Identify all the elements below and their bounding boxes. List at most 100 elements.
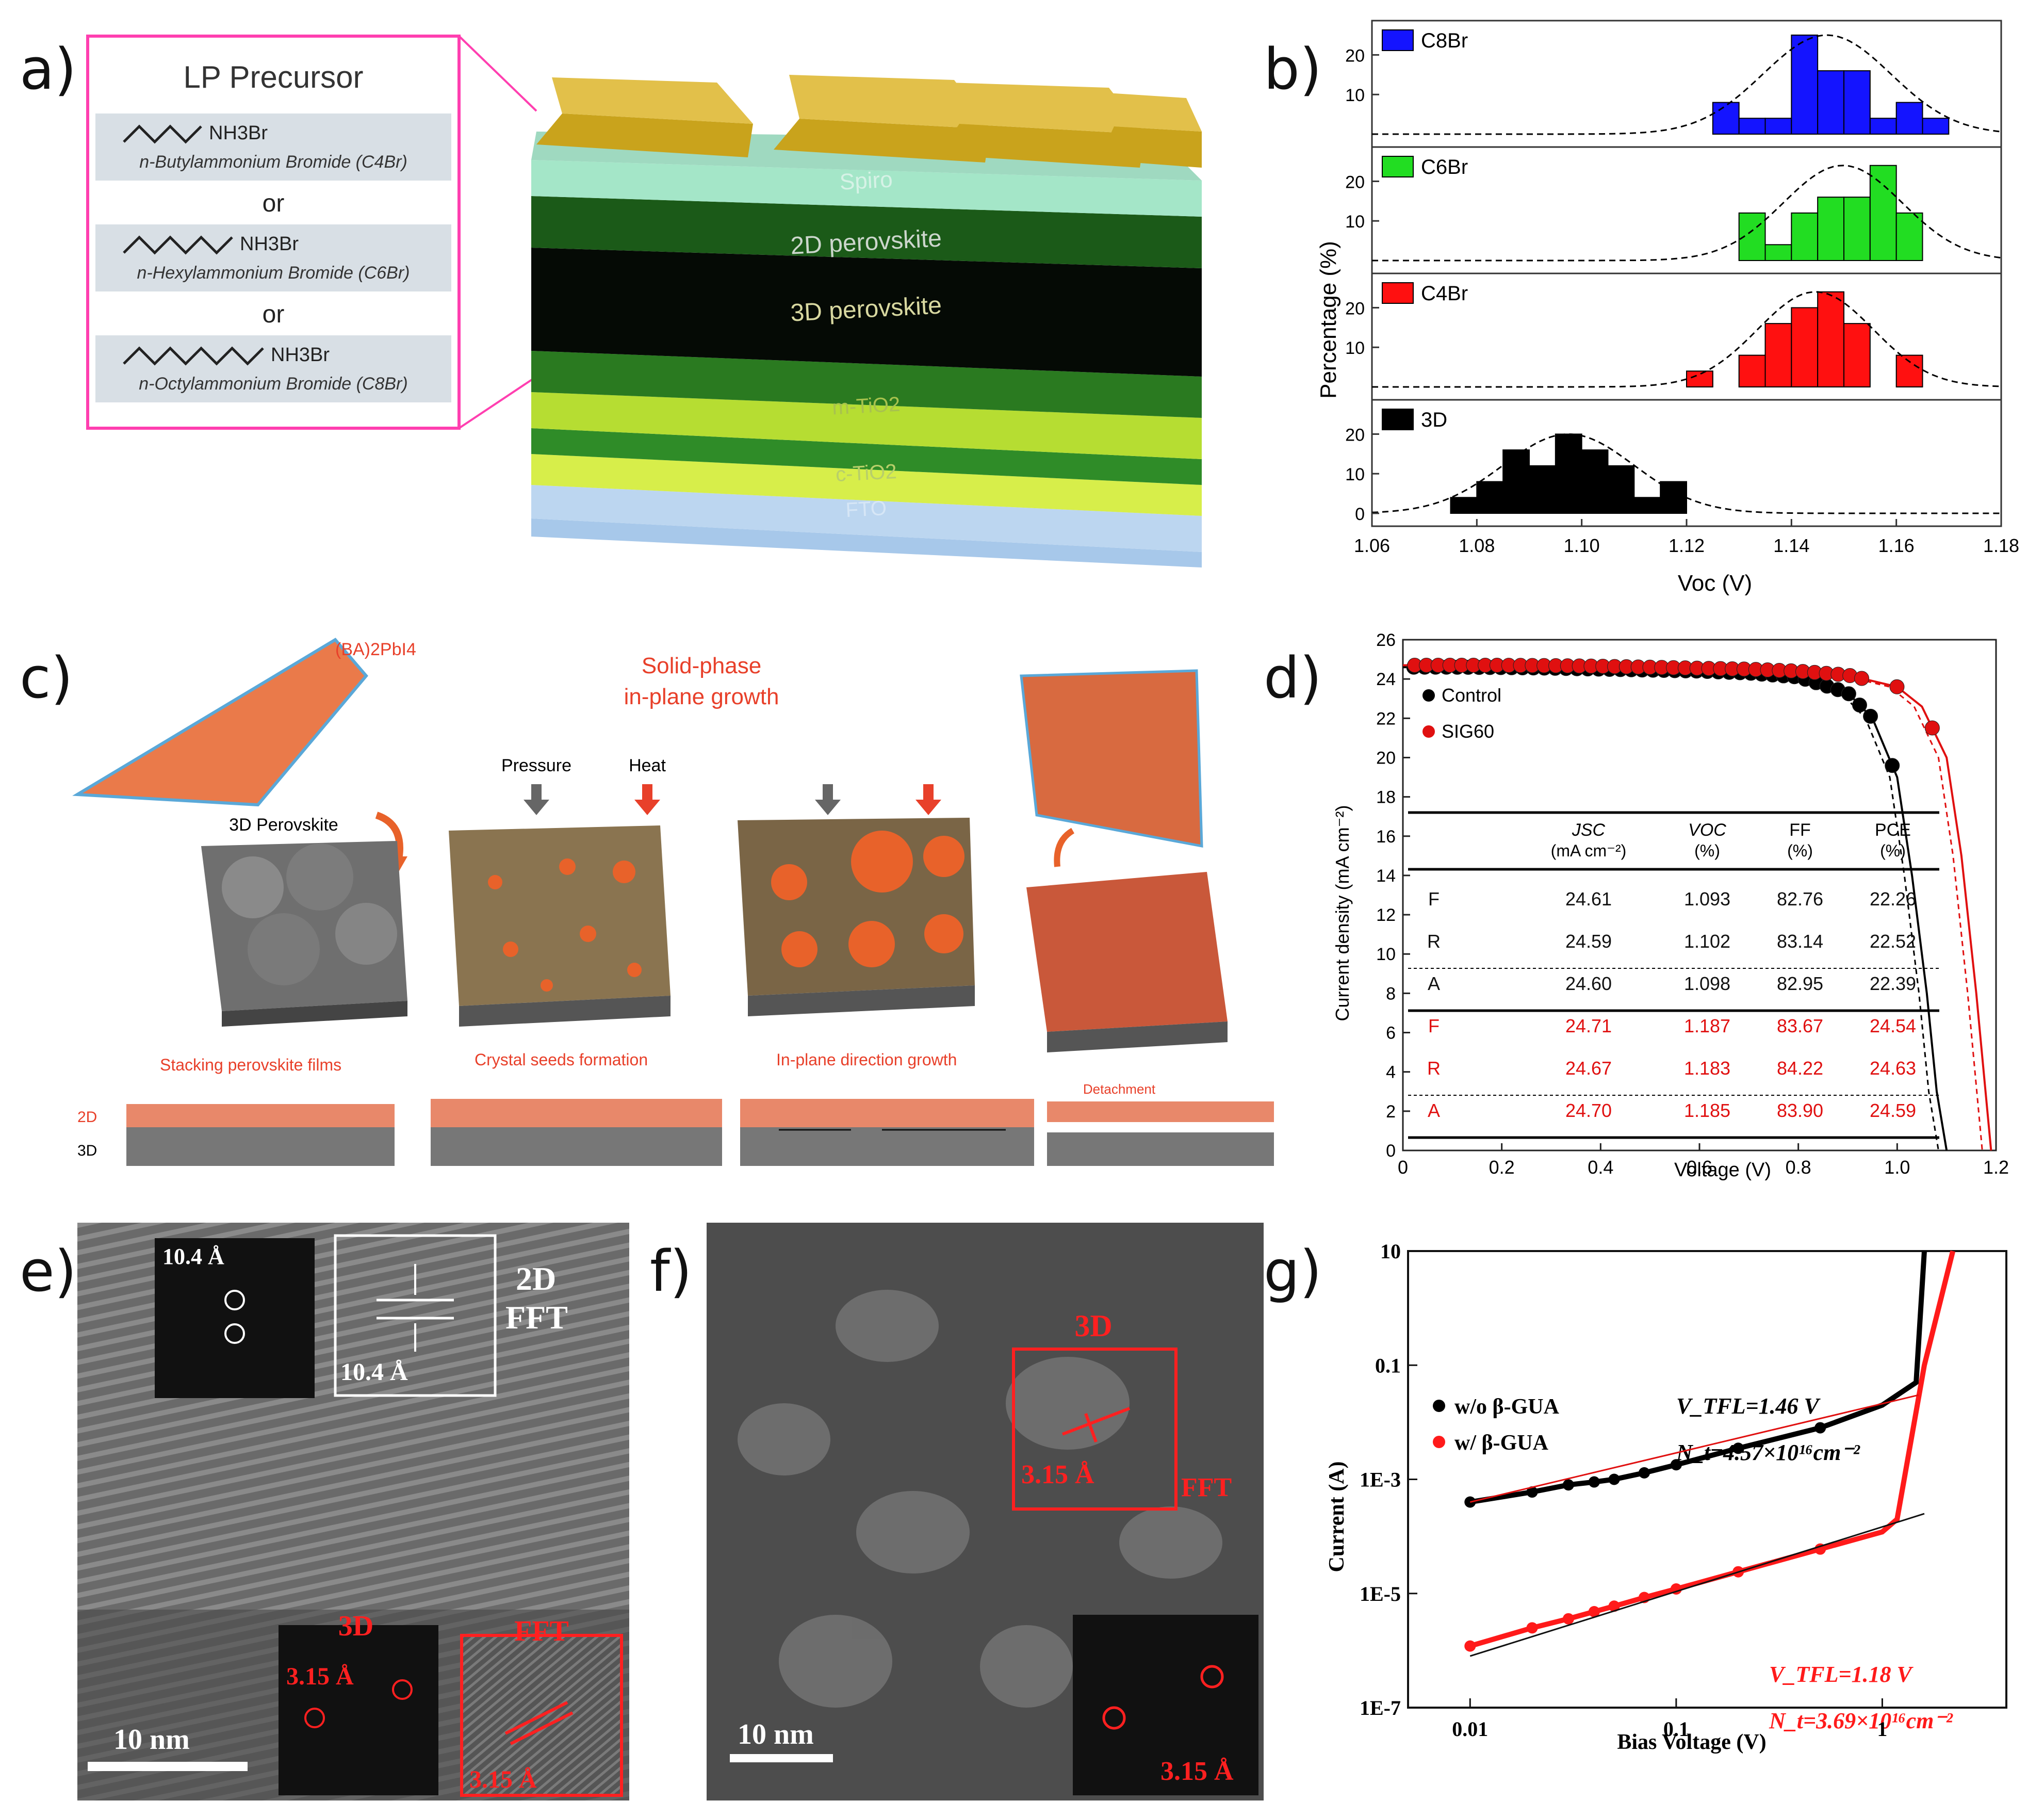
d-xtick: 1.0: [1884, 1157, 1910, 1178]
jv-point-SIG60: [1854, 671, 1870, 686]
table-header: VOC: [1688, 820, 1726, 840]
table-cell: 1.183: [1684, 1058, 1730, 1079]
d-xtick: 0.2: [1489, 1157, 1515, 1178]
table-cell: 1.185: [1684, 1100, 1730, 1121]
b-xtick: 1.16: [1878, 535, 1915, 556]
d-xtick: 0: [1398, 1157, 1408, 1178]
table-header: JSC: [1572, 820, 1606, 840]
layer-fto: [531, 485, 1202, 552]
d-ytick: 0: [1386, 1141, 1396, 1161]
table-cell: 24.60: [1565, 973, 1612, 994]
hist-bar-3D-6: [1607, 465, 1635, 514]
hist-bar-3D-5: [1581, 449, 1609, 514]
scale-bar-f: [730, 1754, 833, 1762]
layer-2d-perovskite: [531, 196, 1202, 268]
hist-bar-3D-2: [1502, 449, 1530, 514]
legend-swatch-C6Br: [1382, 156, 1414, 177]
sclc-point-w/o β-GUA: [1670, 1459, 1682, 1471]
table-cell: F: [1428, 1015, 1440, 1036]
table-cell: 22.52: [1870, 931, 1916, 952]
panel-f-tem: 3D 3.15 Å FFT 3.15 Å 10 nm: [707, 1223, 1264, 1800]
sclc-point-w/o β-GUA: [1732, 1442, 1744, 1454]
hist-bar-3D-0: [1450, 497, 1478, 514]
table-cell: 82.76: [1777, 888, 1823, 910]
gauss-fit-C6Br: [1372, 165, 2002, 262]
fft-inset-3d: [279, 1625, 438, 1795]
table-cell: 83.67: [1777, 1015, 1823, 1036]
table-cell: 1.187: [1684, 1015, 1730, 1036]
b-xtick: 1.12: [1669, 535, 1705, 556]
d-ytick: 6: [1386, 1024, 1396, 1043]
svg-text:2D: 2D: [516, 1260, 556, 1297]
table-cell: F: [1428, 888, 1440, 910]
table-cell: 24.71: [1565, 1015, 1612, 1036]
hist-bar-C4Br-4: [1817, 291, 1845, 388]
table-cell: 24.59: [1870, 1100, 1916, 1121]
svg-text:NH3Br: NH3Br: [209, 122, 268, 144]
ohmic-fit-1: [1469, 1394, 1919, 1503]
panel-a-figure: LP Precursor NH3Br n-Butylammonium Bromi…: [86, 35, 1202, 567]
svg-text:FFT: FFT: [1181, 1473, 1232, 1502]
b-ytick: 0: [1355, 505, 1365, 524]
svg-text:Detachment: Detachment: [1083, 1081, 1156, 1097]
table-cell: A: [1428, 973, 1440, 994]
legend-swatch-3D: [1382, 409, 1414, 430]
legend-swatch-C4Br: [1382, 282, 1414, 304]
sclc-point-w/o β-GUA: [1814, 1422, 1826, 1434]
svg-text:Control: Control: [1442, 685, 1501, 706]
d-xtick: 0.8: [1786, 1157, 1811, 1178]
table-cell: A: [1428, 1100, 1440, 1121]
sclc-point-w/o β-GUA: [1562, 1479, 1574, 1491]
d-ytick: 26: [1376, 630, 1396, 650]
sclc-point-w/ β-GUA: [1588, 1606, 1600, 1618]
arrow-up-icon: [1054, 828, 1075, 867]
device-stack: Spiro 2D perovskite 3D perovskite m-TiO2…: [531, 75, 1202, 567]
sclc-point-w/o β-GUA: [1608, 1473, 1620, 1485]
ohmic-fit-2: [1469, 1513, 1925, 1657]
table-header: FF: [1789, 820, 1811, 840]
d-ytick: 24: [1376, 670, 1396, 689]
pressure-arrow-icon: [524, 784, 549, 815]
svg-text:N_t=3.69×10¹⁶cm⁻²: N_t=3.69×10¹⁶cm⁻²: [1769, 1708, 1953, 1733]
d-ytick: 10: [1376, 945, 1396, 964]
hist-bar-C6Br-0: [1738, 212, 1766, 262]
panel-b-ylabel: Percentage (%): [1316, 241, 1341, 399]
b-ytick: 20: [1345, 425, 1365, 445]
b-ytick: 10: [1345, 212, 1365, 232]
hist-bar-C4Br-1: [1738, 354, 1766, 387]
g-ytick: 1E-5: [1360, 1582, 1401, 1605]
d-ytick: 12: [1376, 905, 1396, 925]
hist-bar-C8Br-2: [1764, 118, 1792, 135]
table-cell: 24.70: [1565, 1100, 1612, 1121]
jv-point-Control: [1852, 697, 1867, 713]
panel-d-xlabel: Voltage (V): [1674, 1159, 1771, 1181]
panel-b-xlabel: Voc (V): [1678, 571, 1752, 596]
table-cell: 22.39: [1870, 973, 1916, 994]
g-ytick: 1E-3: [1360, 1468, 1401, 1491]
hist-bar-C6Br-1: [1764, 244, 1792, 261]
svg-text:V_TFL=1.46 V: V_TFL=1.46 V: [1676, 1393, 1821, 1419]
b-xtick: 1.06: [1354, 535, 1390, 556]
table-cell: R: [1427, 1058, 1441, 1079]
svg-text:(BA)2PbI4: (BA)2PbI4: [335, 640, 416, 659]
b-ytick: 10: [1345, 338, 1365, 358]
hist-bar-C6Br-6: [1895, 212, 1923, 262]
table-header-unit: (mA cm⁻²): [1551, 841, 1627, 860]
svg-text:n-Hexylammonium Bromide (C6Br): n-Hexylammonium Bromide (C6Br): [137, 263, 410, 283]
svg-text:V_TFL=1.18 V: V_TFL=1.18 V: [1769, 1662, 1914, 1687]
d-ytick: 18: [1376, 788, 1396, 807]
legend-label-3D: 3D: [1421, 409, 1447, 431]
svg-text:3.15 Å: 3.15 Å: [1160, 1757, 1234, 1786]
svg-text:In-plane direction growth: In-plane direction growth: [776, 1050, 957, 1069]
hist-bar-3D-7: [1633, 497, 1661, 514]
jv-point-Control: [1863, 708, 1878, 724]
svg-text:w/o β-GUA: w/o β-GUA: [1454, 1395, 1560, 1419]
svg-text:SIG60: SIG60: [1442, 721, 1494, 742]
sclc-point-w/ β-GUA: [1608, 1600, 1620, 1612]
sclc-curve-w/o β-GUA: [1469, 1251, 1927, 1505]
legend-label-C4Br: C4Br: [1421, 282, 1468, 305]
hist-bar-C8Br-0: [1712, 102, 1740, 135]
panel-d-jv-curve: Current density (mA cm⁻²) Voltage (V) Co…: [1332, 630, 2009, 1181]
hist-bar-3D-3: [1529, 465, 1556, 514]
panel-label-g: g): [1264, 1238, 1322, 1304]
